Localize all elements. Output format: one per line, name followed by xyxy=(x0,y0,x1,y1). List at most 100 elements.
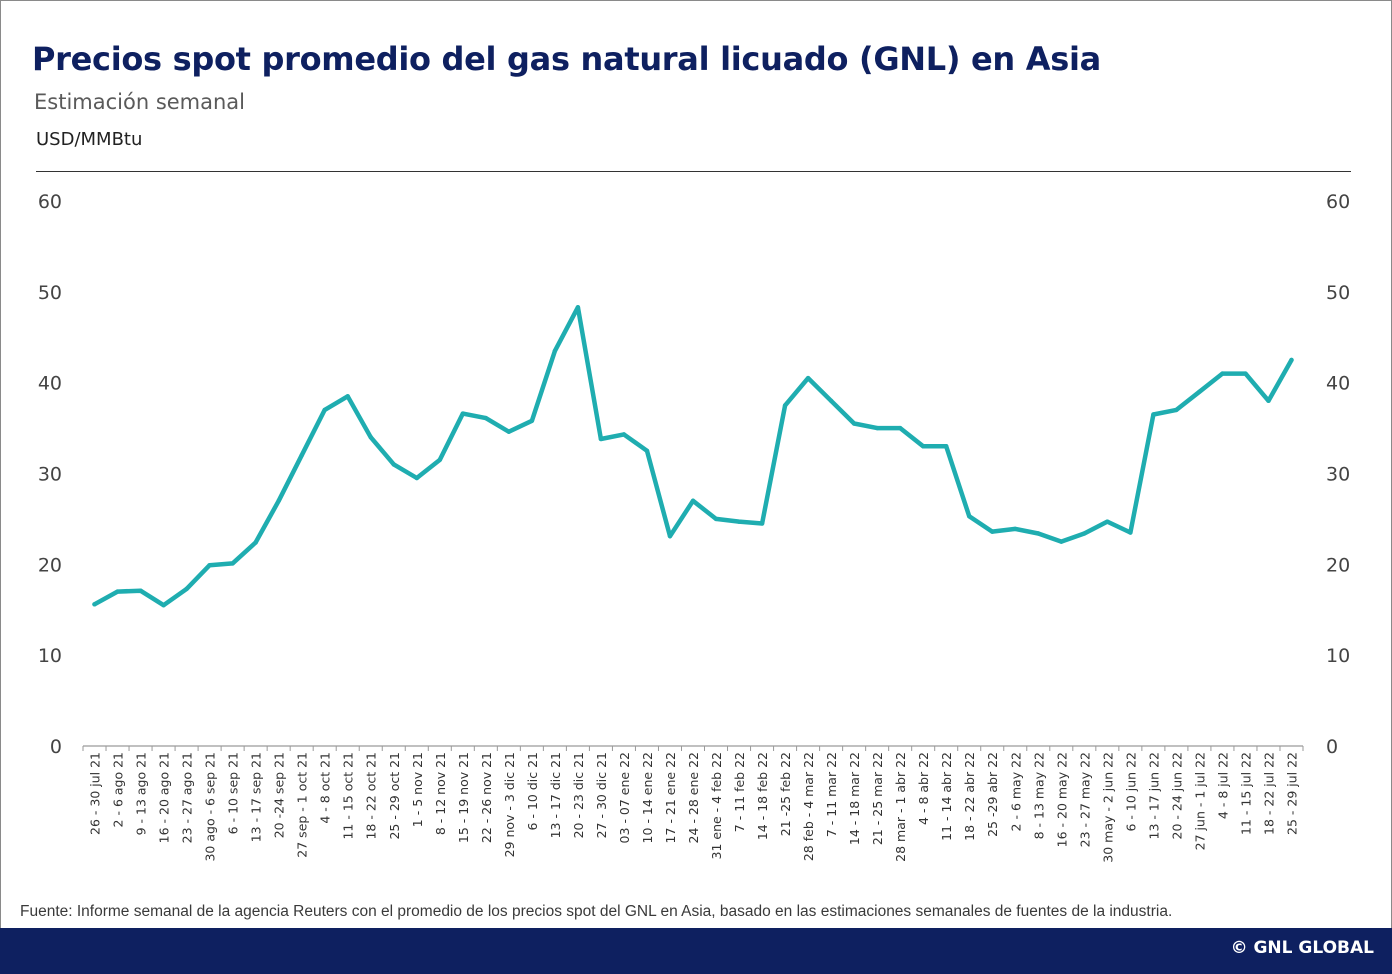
y-tick-label-left: 40 xyxy=(38,373,62,395)
x-tick-label: 2 - 6 ago 21 xyxy=(111,752,126,827)
data-point xyxy=(552,348,558,354)
x-tick-label: 25 -29 abr 22 xyxy=(985,752,1000,837)
data-point xyxy=(828,398,834,404)
data-point xyxy=(1289,357,1294,363)
data-point xyxy=(368,434,373,440)
data-point xyxy=(230,561,235,566)
data-point xyxy=(1243,371,1248,376)
data-point xyxy=(598,436,604,442)
data-point xyxy=(575,305,581,310)
data-point xyxy=(276,498,281,503)
x-tick-label: 13 - 17 dic 21 xyxy=(548,752,563,838)
data-point xyxy=(506,429,512,434)
data-point xyxy=(621,432,627,437)
data-point xyxy=(253,540,258,545)
data-point xyxy=(1151,412,1156,417)
y-tick-label-left: 50 xyxy=(38,282,62,304)
x-tick-label: 16 - 20 ago 21 xyxy=(157,752,172,843)
y-tick-label-right: 20 xyxy=(1326,554,1350,576)
y-axis-unit-label: USD/MMBtu xyxy=(36,129,143,150)
data-point xyxy=(414,475,419,481)
x-tick-label: 03 - 07 ene 22 xyxy=(617,752,632,843)
x-tick-label: 27 - 30 dic 21 xyxy=(594,752,609,838)
y-tick-label-right: 0 xyxy=(1326,736,1338,758)
y-tick-label-left: 60 xyxy=(38,191,62,213)
y-tick-label-left: 30 xyxy=(38,464,62,486)
data-point xyxy=(967,513,972,519)
data-point xyxy=(207,563,212,568)
x-tick-label: 6 - 10 dic 21 xyxy=(525,752,540,830)
x-tick-label: 21 -25 feb 22 xyxy=(778,752,793,836)
x-tick-label: 20 - 24 jun 22 xyxy=(1169,752,1184,839)
data-point xyxy=(460,411,466,416)
x-tick-label: 11 - 14 abr 22 xyxy=(939,752,954,841)
x-tick-label: 27 sep - 1 oct 21 xyxy=(295,752,310,858)
x-tick-label: 16 - 20 may 22 xyxy=(1054,752,1069,847)
data-point xyxy=(483,415,489,421)
x-tick-label: 4 - 8 jul 22 xyxy=(1215,752,1230,819)
x-tick-label: 30 may - 2 jun 22 xyxy=(1100,752,1115,863)
y-tick-label-left: 20 xyxy=(38,554,62,576)
x-tick-label: 11 - 15 oct 21 xyxy=(341,752,356,840)
data-point xyxy=(391,462,396,467)
data-point xyxy=(92,602,97,607)
data-point xyxy=(161,603,166,608)
x-tick-label: 8 - 12 nov 21 xyxy=(433,752,448,835)
x-tick-label: 7 - 11 mar 22 xyxy=(824,752,839,837)
data-point xyxy=(1013,526,1018,532)
data-point xyxy=(1105,519,1110,524)
data-point xyxy=(184,586,189,592)
x-tick-label: 28 mar - 1 abr 22 xyxy=(893,752,908,862)
data-point xyxy=(713,516,719,522)
x-tick-label: 27 jun - 1 jul 22 xyxy=(1192,752,1207,850)
x-tick-label: 14 - 18 feb 22 xyxy=(755,752,770,840)
x-tick-label: 20 -24 sep 21 xyxy=(272,752,287,838)
x-tick-label: 30 ago - 6 sep 21 xyxy=(203,752,218,862)
x-tick-label: 18 - 22 jul 22 xyxy=(1261,752,1276,835)
x-tick-label: 7 - 11 feb 22 xyxy=(732,752,747,832)
data-point xyxy=(1266,398,1271,404)
y-tick-label-right: 30 xyxy=(1326,464,1350,486)
data-point xyxy=(897,425,903,431)
y-tick-label-right: 60 xyxy=(1326,191,1350,213)
data-point xyxy=(944,444,949,449)
x-tick-label: 13 - 17 jun 22 xyxy=(1146,752,1161,839)
x-tick-label: 20 - 23 dic 21 xyxy=(571,752,586,838)
x-tick-label: 14 - 18 mar 22 xyxy=(847,752,862,845)
data-point xyxy=(736,519,742,524)
x-tick-label: 2 - 6 may 22 xyxy=(1008,752,1023,831)
y-tick-label-right: 10 xyxy=(1326,645,1350,667)
x-tick-label: 4 - 8 oct 21 xyxy=(318,752,333,824)
x-tick-label: 13 - 17 sep 21 xyxy=(249,752,264,842)
x-tick-label: 23 - 27 ago 21 xyxy=(180,752,195,843)
x-tick-label: 15 - 19 nov 21 xyxy=(456,752,471,843)
x-tick-label: 18 - 22 abr 22 xyxy=(962,752,977,841)
data-point xyxy=(1082,531,1087,536)
data-point xyxy=(1220,371,1225,376)
data-point xyxy=(299,453,304,458)
x-tick-label: 8 - 13 may 22 xyxy=(1031,752,1046,839)
footer-bar: © GNL GLOBAL xyxy=(0,928,1392,974)
brand-copyright: © GNL GLOBAL xyxy=(1230,938,1374,958)
x-tick-label: 4 - 8 abr 22 xyxy=(916,752,931,825)
x-tick-label: 28 feb - 4 mar 22 xyxy=(801,752,816,861)
data-point xyxy=(1128,530,1133,535)
x-tick-label: 23 - 27 may 22 xyxy=(1077,752,1092,847)
data-point xyxy=(345,394,350,399)
data-point xyxy=(1036,531,1041,536)
header-divider xyxy=(36,171,1351,172)
data-point xyxy=(759,521,765,526)
x-tick-label: 1 - 5 nov 21 xyxy=(410,752,425,827)
data-point xyxy=(690,498,696,503)
x-tick-label: 24 - 28 ene 22 xyxy=(686,752,701,843)
chart-subtitle: Estimación semanal xyxy=(34,90,246,114)
data-point xyxy=(782,403,788,408)
data-point xyxy=(851,421,857,426)
y-tick-label-right: 50 xyxy=(1326,282,1350,304)
chart-title: Precios spot promedio del gas natural li… xyxy=(32,40,1101,78)
x-tick-label: 29 nov - 3 dic 21 xyxy=(502,752,517,857)
x-tick-label: 6 - 10 sep 21 xyxy=(226,752,241,834)
data-point xyxy=(138,588,143,593)
data-point xyxy=(1197,389,1202,394)
x-tick-label: 26 - 30 jul 21 xyxy=(88,752,103,835)
